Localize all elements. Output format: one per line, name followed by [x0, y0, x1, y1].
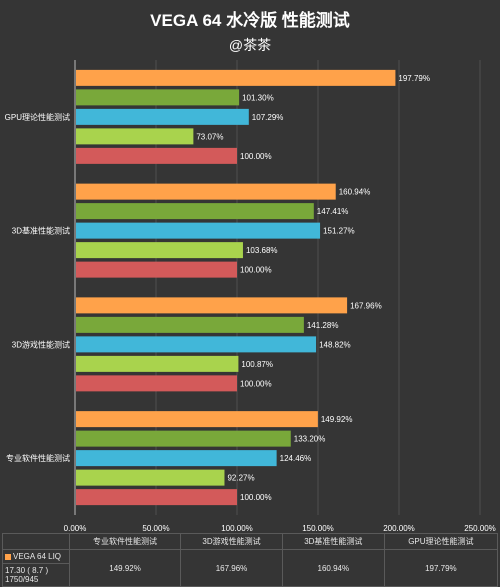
data-label: 160.94%	[339, 188, 371, 197]
data-label: 100.00%	[240, 379, 272, 388]
data-table-cell: 197.79%	[383, 549, 499, 587]
bar	[76, 261, 237, 278]
bar	[76, 489, 237, 506]
data-table-cell: 149.92%	[68, 549, 182, 587]
bar	[76, 430, 291, 447]
data-label: 151.27%	[323, 227, 355, 236]
data-table-header: GPU理论性能测试	[383, 533, 499, 550]
data-label: 73.07%	[196, 132, 223, 141]
legend-swatch	[5, 553, 11, 560]
data-label: 100.87%	[241, 360, 273, 369]
data-label: 167.96%	[350, 301, 382, 310]
bar	[76, 128, 194, 145]
x-tick-label: 0.00%	[64, 524, 87, 533]
bar	[76, 222, 321, 239]
bar	[76, 411, 318, 428]
bar	[76, 355, 239, 372]
data-table: 专业软件性能测试 3D游戏性能测试 3D基准性能测试 GPU理论性能测试 VEG…	[2, 533, 499, 587]
data-table-corner	[2, 533, 70, 550]
category-label: 3D基准性能测试	[12, 226, 70, 236]
x-tick-label: 250.00%	[464, 524, 496, 533]
category-label: GPU理论性能测试	[5, 112, 70, 122]
x-tick-label: 150.00%	[302, 524, 334, 533]
data-label: 92.27%	[227, 474, 254, 483]
legend-label: VEGA 64 LIQ	[13, 552, 62, 561]
data-table-header: 3D游戏性能测试	[180, 533, 283, 550]
data-label: 133.20%	[294, 435, 326, 444]
data-table-legend: VEGA 64 LIQ	[2, 549, 70, 564]
data-table-row: VEGA 64 LIQ 149.92% 167.96% 160.94% 197.…	[2, 549, 499, 587]
data-table-header-row: 专业软件性能测试 3D游戏性能测试 3D基准性能测试 GPU理论性能测试	[2, 533, 499, 550]
bar	[76, 183, 336, 200]
x-tick-label: 100.00%	[221, 524, 253, 533]
data-table-cell: 167.96%	[180, 549, 283, 587]
data-table-header: 专业软件性能测试	[68, 533, 182, 550]
bar	[76, 69, 396, 86]
data-label: 103.68%	[246, 246, 278, 255]
bar	[76, 147, 237, 164]
data-label: 100.00%	[240, 266, 272, 275]
bar	[76, 469, 225, 486]
bar	[76, 203, 314, 220]
data-label: 141.28%	[307, 321, 339, 330]
chart-title: VEGA 64 水冷版 性能测试	[150, 11, 350, 30]
data-label: 149.92%	[321, 415, 353, 424]
bar	[76, 316, 304, 333]
bar	[76, 297, 348, 314]
bar	[76, 242, 243, 259]
data-label: 124.46%	[280, 454, 312, 463]
data-label: 100.00%	[240, 493, 272, 502]
x-tick-label: 200.00%	[383, 524, 415, 533]
bar	[76, 108, 249, 125]
data-label: 101.30%	[242, 93, 274, 102]
data-table-header: 3D基准性能测试	[281, 533, 385, 550]
category-label: 3D游戏性能测试	[12, 339, 70, 349]
sublabel-clock: 17.30 ( 8.7 )	[5, 566, 49, 575]
data-table-sublabels: 17.30 ( 8.7 ) 1750/945	[2, 563, 70, 587]
chart-subtitle: @茶茶	[228, 37, 272, 53]
bar	[76, 450, 277, 467]
x-tick-label: 50.00%	[142, 524, 169, 533]
data-label: 147.41%	[317, 207, 349, 216]
data-label: 197.79%	[398, 74, 430, 83]
data-label: 148.82%	[319, 340, 351, 349]
bar	[76, 375, 237, 392]
data-label: 107.29%	[252, 113, 284, 122]
category-label: 专业软件性能测试	[6, 453, 70, 463]
data-label: 100.00%	[240, 152, 272, 161]
sublabel-memory: 1750/945	[5, 575, 39, 584]
bar	[76, 89, 240, 106]
data-table-cell: 160.94%	[281, 549, 385, 587]
bar	[76, 336, 317, 353]
